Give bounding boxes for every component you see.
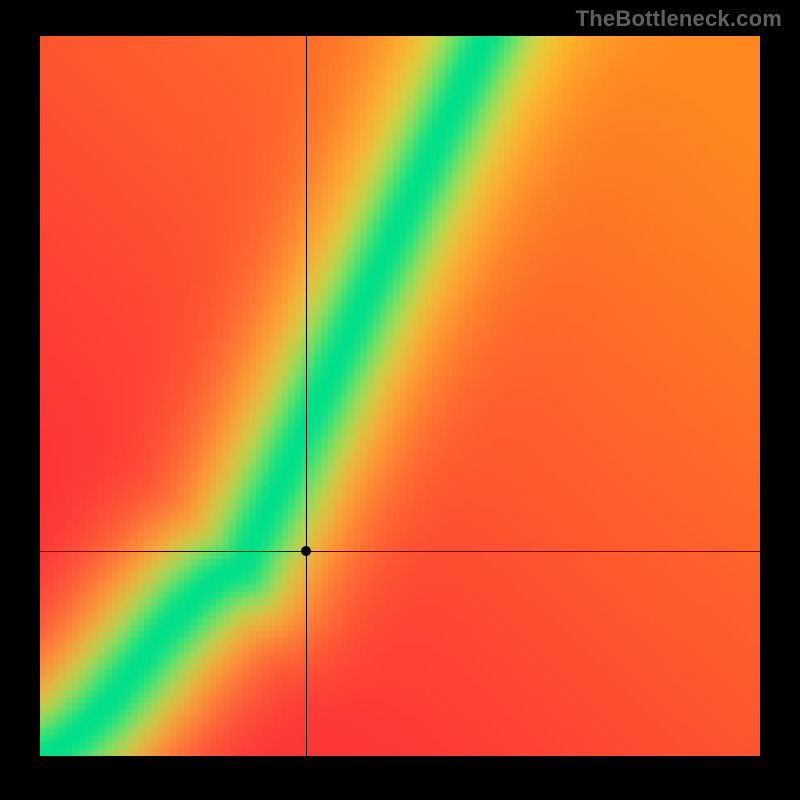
- heatmap-plot: [40, 36, 760, 756]
- crosshair-vertical: [306, 36, 307, 756]
- heatmap-canvas: [40, 36, 760, 756]
- crosshair-marker: [301, 546, 311, 556]
- crosshair-horizontal: [40, 551, 760, 552]
- watermark-text: TheBottleneck.com: [576, 6, 782, 32]
- chart-container: TheBottleneck.com: [0, 0, 800, 800]
